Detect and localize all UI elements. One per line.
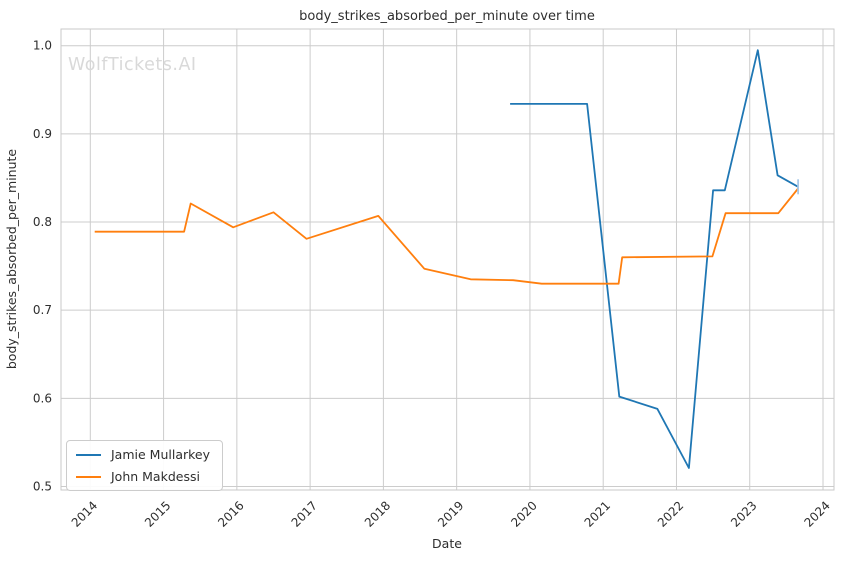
y-tick-label: 0.6 bbox=[33, 391, 52, 405]
chart-title: body_strikes_absorbed_per_minute over ti… bbox=[299, 9, 595, 24]
series-line-jamie-mullarkey bbox=[510, 49, 799, 469]
legend-item-john-makdessi: John Makdessi bbox=[76, 469, 210, 484]
x-tick-label: 2018 bbox=[362, 498, 393, 529]
legend-swatch-jamie-mullarkey bbox=[76, 453, 101, 456]
series-line-john-makdessi bbox=[94, 187, 799, 285]
x-tick-label: 2020 bbox=[508, 498, 539, 529]
legend-label-john-makdessi: John Makdessi bbox=[111, 469, 200, 484]
x-tick-label: 2024 bbox=[801, 498, 832, 529]
x-tick-label: 2014 bbox=[69, 498, 100, 529]
y-tick-label: 0.7 bbox=[33, 303, 52, 317]
y-tick-label: 1.0 bbox=[33, 39, 52, 53]
x-tick-label: 2016 bbox=[215, 498, 246, 529]
gridlines bbox=[60, 28, 835, 491]
y-tick-label: 0.5 bbox=[33, 479, 52, 493]
watermark: WolfTickets.AI bbox=[68, 55, 197, 75]
x-tick-label: 2017 bbox=[289, 498, 320, 529]
y-tick-label: 0.8 bbox=[33, 215, 52, 229]
legend: Jamie Mullarkey John Makdessi bbox=[66, 440, 223, 491]
legend-label-jamie-mullarkey: Jamie Mullarkey bbox=[111, 447, 210, 462]
x-tick-label: 2023 bbox=[728, 498, 759, 529]
legend-swatch-john-makdessi bbox=[76, 475, 101, 478]
x-tick-label: 2021 bbox=[582, 498, 613, 529]
plot-border bbox=[60, 28, 835, 491]
series-lines bbox=[94, 49, 799, 469]
x-tick-label: 2019 bbox=[435, 498, 466, 529]
x-tick-label: 2022 bbox=[655, 498, 686, 529]
x-tick-label: 2015 bbox=[142, 498, 173, 529]
y-axis-label: body_strikes_absorbed_per_minute bbox=[4, 149, 19, 370]
y-tick-label: 0.9 bbox=[33, 127, 52, 141]
legend-item-jamie-mullarkey: Jamie Mullarkey bbox=[76, 447, 210, 462]
x-axis-label: Date bbox=[432, 536, 462, 551]
